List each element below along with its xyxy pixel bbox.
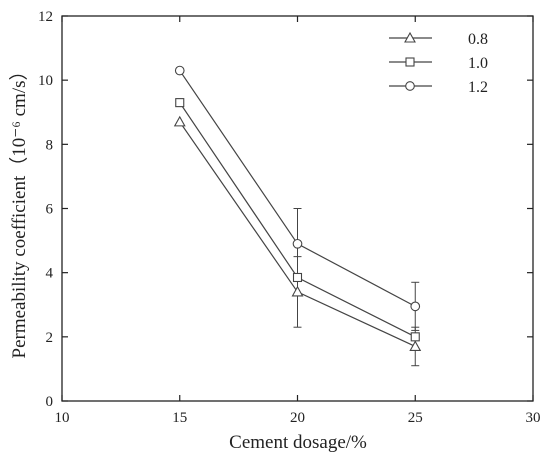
y-tick-label: 2 (46, 330, 54, 346)
legend-label-circle: 1.2 (468, 79, 488, 96)
legend-label-triangle: 0.8 (468, 31, 488, 48)
y-tick-label: 0 (46, 394, 54, 410)
legend-marker-square (405, 57, 415, 67)
x-tick-label: 25 (408, 410, 423, 426)
x-tick-label: 20 (290, 410, 305, 426)
data-point-circle (174, 65, 185, 76)
data-point-triangle (173, 115, 186, 127)
x-tick-label: 15 (172, 410, 187, 426)
data-point-square (410, 332, 420, 342)
legend-marker-circle (405, 81, 415, 91)
legend-label-square: 1.0 (468, 55, 488, 72)
data-point-triangle (409, 340, 422, 352)
legend-marker-triangle (404, 31, 416, 43)
y-tick-label: 10 (38, 73, 53, 89)
data-point-circle (292, 238, 303, 249)
y-tick-label: 6 (46, 202, 54, 218)
data-point-circle (410, 301, 421, 312)
x-tick-label: 10 (55, 410, 70, 426)
y-axis-title: Permeability coefficient（10⁻⁶ cm/s） (8, 61, 30, 358)
y-tick-label: 12 (38, 9, 53, 25)
data-point-square (292, 272, 303, 283)
y-tick-label: 8 (46, 137, 54, 153)
x-axis-title: Cement dosage/% (229, 432, 367, 453)
data-point-triangle (291, 285, 304, 297)
y-tick-label: 4 (46, 266, 54, 282)
data-point-square (175, 98, 185, 108)
x-tick-label: 30 (526, 410, 541, 426)
